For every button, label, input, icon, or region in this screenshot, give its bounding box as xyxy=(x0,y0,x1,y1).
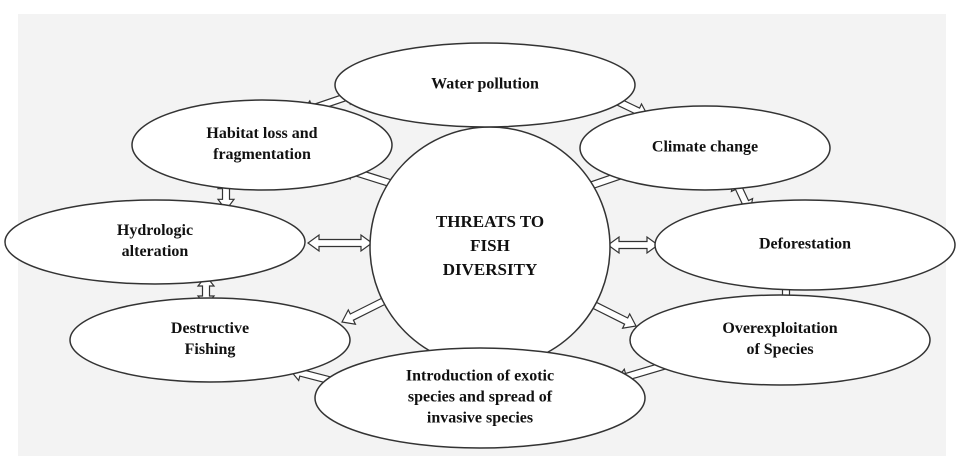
threat-node xyxy=(4,199,306,285)
node-label: Overexploitation xyxy=(722,320,837,337)
node-label: Destructive xyxy=(171,320,249,337)
node-label: Deforestation xyxy=(759,236,851,253)
node-label: alteration xyxy=(122,243,189,260)
node-label: Introduction of exotic xyxy=(406,368,554,385)
node-label: Fishing xyxy=(185,341,236,358)
node-label: Water pollution xyxy=(431,76,539,93)
threat-node xyxy=(654,199,956,291)
node-label: THREATS TO xyxy=(436,212,544,231)
threat-node xyxy=(334,42,636,128)
threat-node xyxy=(69,297,351,383)
node-label: Habitat loss and xyxy=(206,125,317,142)
threat-node xyxy=(131,99,393,191)
node-label: Climate change xyxy=(652,139,758,156)
node-label: of Species xyxy=(746,341,813,358)
node-label: invasive species xyxy=(427,410,533,427)
threat-node xyxy=(629,294,931,386)
node-label: Hydrologic xyxy=(117,222,193,239)
node-label: species and spread of xyxy=(408,389,553,406)
node-label: fragmentation xyxy=(213,146,311,163)
threat-node xyxy=(314,347,646,449)
node-label: DIVERSITY xyxy=(443,260,537,279)
threat-node xyxy=(579,105,831,191)
node-label: FISH xyxy=(470,236,510,255)
